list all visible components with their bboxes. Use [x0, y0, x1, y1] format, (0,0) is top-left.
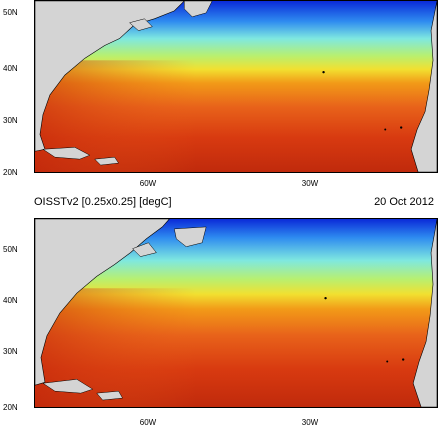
lat-label-30n: 30N	[3, 116, 18, 125]
land-nova-scotia	[132, 242, 157, 257]
lat-label-40n: 40N	[3, 64, 18, 73]
sst-map-top	[34, 0, 438, 173]
map-panel-bottom	[34, 218, 438, 408]
land-cuba	[42, 147, 91, 160]
map-panel-top	[34, 0, 438, 173]
lon-label-60w-bottom: 60W	[139, 418, 157, 427]
sst-map-bottom	[34, 218, 438, 408]
land-newfoundland	[184, 1, 213, 18]
land-north-america	[35, 1, 185, 152]
land-newfoundland	[174, 226, 207, 247]
land-europe-africa	[412, 219, 437, 407]
sst-field-bottom	[35, 219, 437, 407]
lon-label-30w: 30W	[301, 179, 319, 188]
land-nova-scotia	[129, 18, 153, 31]
lat-label-20n: 20N	[3, 168, 18, 177]
lat-label-50n: 50N	[3, 8, 18, 17]
lon-label-30w-bottom: 30W	[301, 418, 319, 427]
land-north-america	[35, 219, 170, 386]
date-label: 20 Oct 2012	[374, 196, 434, 208]
land-cuba	[42, 379, 94, 394]
dataset-title: OISSTv2 [0.25x0.25] [degC]	[34, 196, 172, 208]
lat-label-40n-bottom: 40N	[3, 296, 18, 305]
land-europe-africa	[410, 1, 437, 172]
lat-label-50n-bottom: 50N	[3, 245, 18, 254]
lat-label-20n-bottom: 20N	[3, 403, 18, 412]
lat-label-30n-bottom: 30N	[3, 347, 18, 356]
land-hispaniola	[96, 390, 123, 401]
sst-field-top	[35, 1, 437, 172]
land-hispaniola	[94, 156, 120, 166]
lon-label-60w: 60W	[139, 179, 157, 188]
